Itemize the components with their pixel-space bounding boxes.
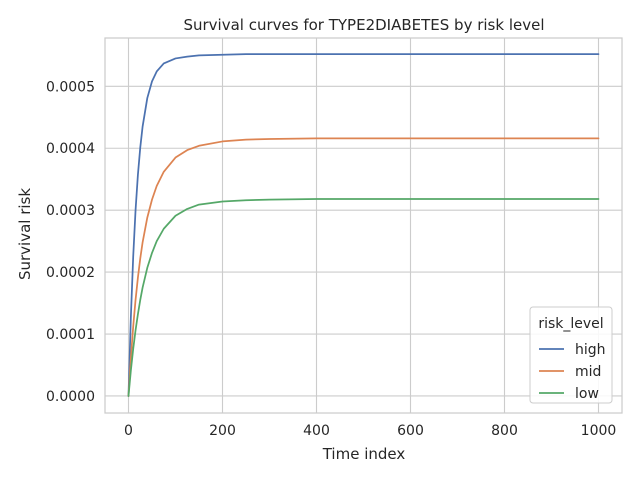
x-tick-label: 400 bbox=[303, 423, 330, 439]
y-tick-label: 0.0005 bbox=[46, 79, 95, 95]
y-tick-label: 0.0001 bbox=[46, 327, 95, 343]
x-tick-label: 600 bbox=[397, 423, 424, 439]
legend-box bbox=[529, 306, 613, 404]
series-line-mid bbox=[127, 137, 600, 397]
x-axis-label: Time index bbox=[322, 445, 406, 463]
x-tick-label: 1000 bbox=[581, 423, 617, 439]
y-tick-label: 0.0002 bbox=[46, 265, 95, 281]
legend-label-mid: mid bbox=[575, 364, 601, 380]
chart-title: Survival curves for TYPE2DIABETES by ris… bbox=[183, 16, 544, 34]
x-tick-label: 0 bbox=[124, 423, 133, 439]
plot-frame bbox=[104, 37, 623, 414]
y-axis-label: Survival risk bbox=[16, 188, 34, 280]
series-line-high bbox=[127, 53, 600, 397]
legend-label-high: high bbox=[575, 342, 606, 358]
y-tick-label: 0.0004 bbox=[46, 141, 95, 157]
y-tick-label: 0.0000 bbox=[46, 389, 95, 405]
legend-label-low: low bbox=[575, 386, 599, 402]
y-tick-label: 0.0003 bbox=[46, 203, 95, 219]
x-tick-label: 200 bbox=[209, 423, 236, 439]
legend-title: risk_level bbox=[538, 316, 603, 332]
series-line-low bbox=[127, 198, 600, 397]
x-tick-label: 800 bbox=[491, 423, 518, 439]
